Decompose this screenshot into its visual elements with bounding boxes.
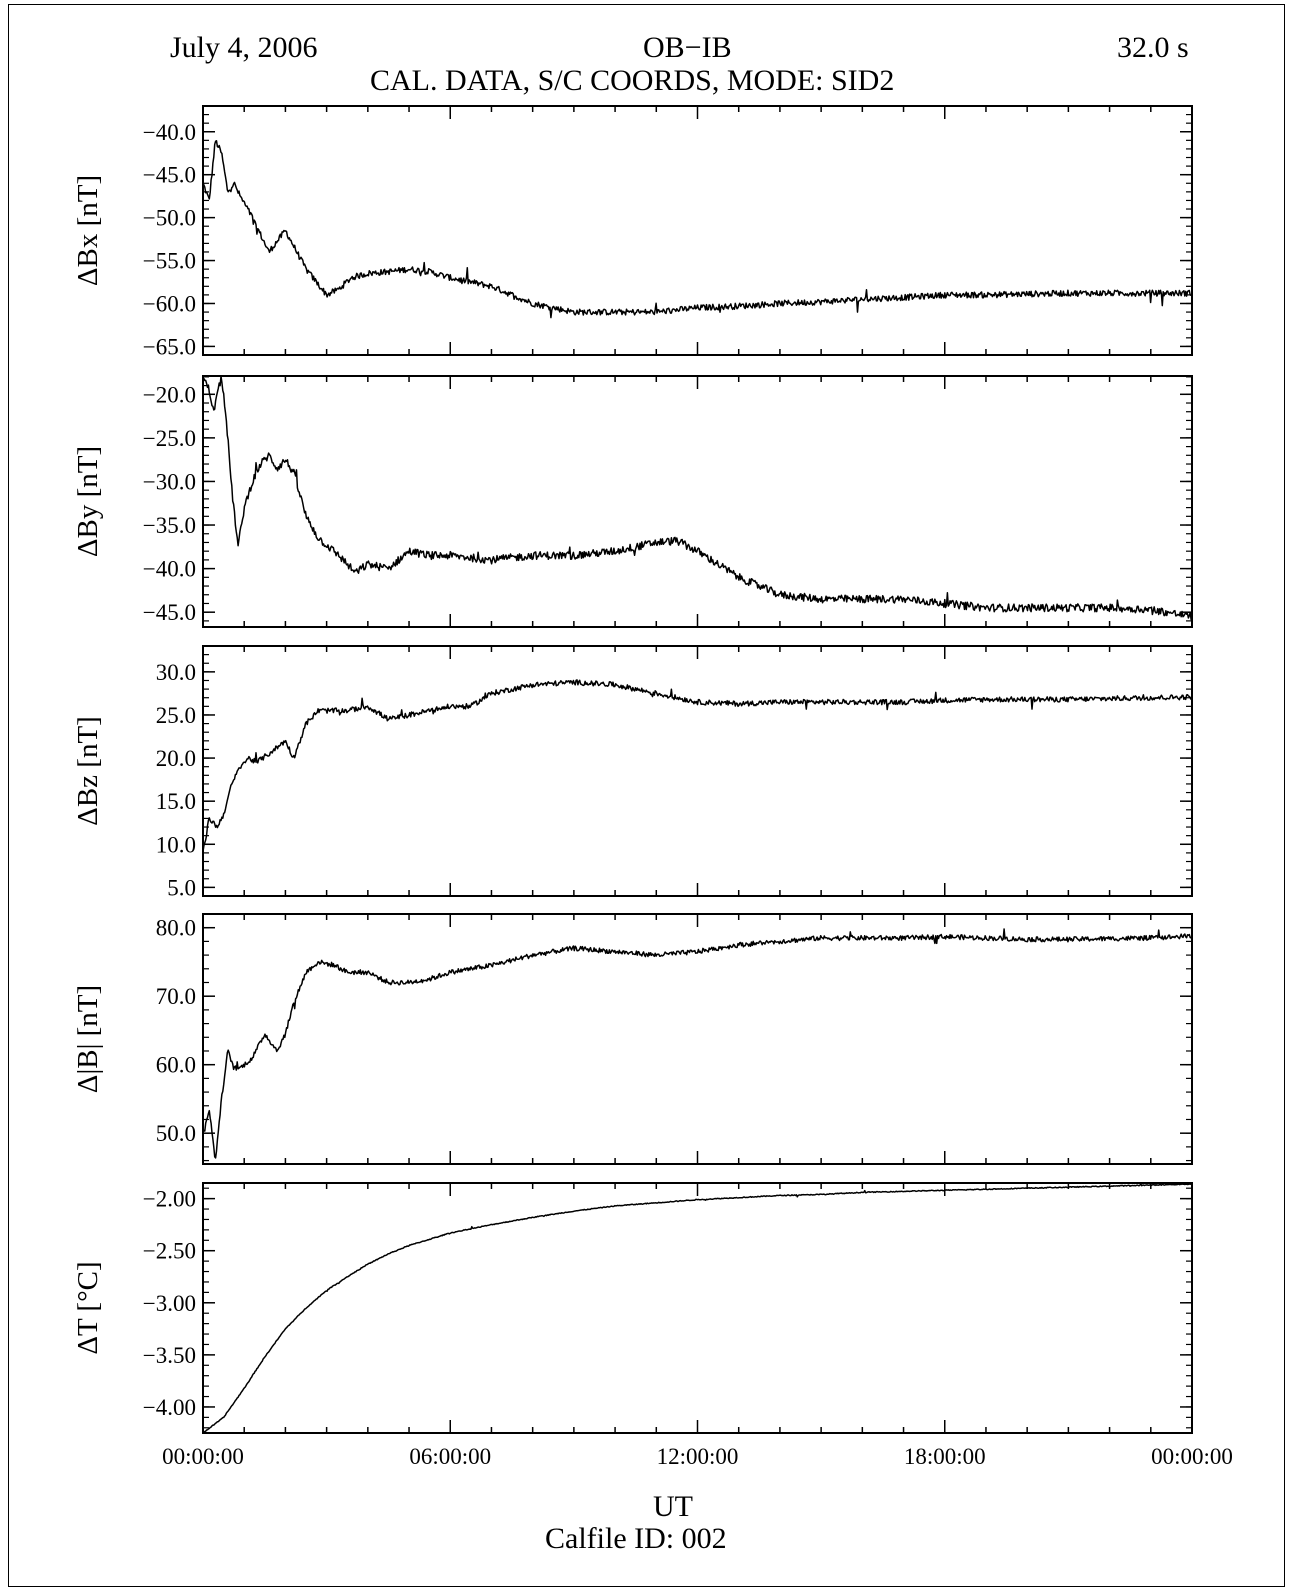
y-tick-label: 15.0 <box>156 789 196 814</box>
y-axis-label: ΔT [°C] <box>72 1261 104 1354</box>
y-tick-label: −55.0 <box>143 249 196 274</box>
y-tick-label: −65.0 <box>143 334 196 359</box>
series-line <box>202 140 1193 319</box>
series-line <box>202 928 1193 1159</box>
y-axis-label: Δ|B| [nT] <box>72 985 104 1093</box>
panel-5: −4.00 −3.50 −3.00 −2.50 −2.00 ΔT [°C] <box>72 1182 1193 1434</box>
figure-subtitle: CAL. DATA, S/C COORDS, MODE: SID2 <box>370 64 895 97</box>
plot-frame <box>202 105 1193 356</box>
y-tick-label: 70.0 <box>156 984 196 1009</box>
calfile-id: Calfile ID: 002 <box>545 1522 727 1555</box>
y-tick-label: −50.0 <box>143 206 196 231</box>
x-axis-label: UT <box>653 1490 693 1523</box>
plot-frame <box>202 1182 1193 1434</box>
x-tick-label: 06:00:00 <box>409 1444 491 1469</box>
panel-4: 50.0 60.0 70.0 80.0 Δ|B| [nT] <box>72 913 1193 1165</box>
panel-3: 5.0 10.0 15.0 20.0 25.0 30.0 ΔBz [nT] <box>72 645 1193 900</box>
figure-sample-rate: 32.0 s <box>1117 31 1189 64</box>
y-tick-label: 80.0 <box>156 916 196 941</box>
y-tick-label: 30.0 <box>156 660 196 685</box>
y-tick-label: 5.0 <box>167 875 196 900</box>
y-tick-label: −3.00 <box>143 1291 196 1316</box>
y-tick-label: −30.0 <box>143 469 196 494</box>
y-tick-label: −40.0 <box>143 557 196 582</box>
series-line <box>202 679 1193 852</box>
panel-1: −65.0 −60.0 −55.0 −50.0 −45.0 −40.0 ΔBx [nT] <box>72 105 1193 359</box>
figure-date: July 4, 2006 <box>170 31 318 64</box>
y-tick-label: −45.0 <box>143 163 196 188</box>
y-tick-label: −4.00 <box>143 1395 196 1420</box>
series-line <box>202 375 1192 621</box>
y-tick-label: −2.50 <box>143 1239 196 1264</box>
plot-frame <box>202 375 1193 628</box>
y-tick-label: −20.0 <box>143 382 196 407</box>
x-tick-label: 12:00:00 <box>657 1444 739 1469</box>
x-tick-label: 18:00:00 <box>904 1444 986 1469</box>
y-tick-label: −35.0 <box>143 513 196 538</box>
y-tick-label: 20.0 <box>156 746 196 771</box>
y-axis-label: ΔBy [nT] <box>72 446 104 557</box>
series-line <box>202 1183 1193 1434</box>
plot-frame <box>202 645 1193 897</box>
x-tick-label: 00:00:00 <box>1151 1444 1233 1469</box>
y-tick-label: 25.0 <box>156 703 196 728</box>
y-tick-label: −3.50 <box>143 1343 196 1368</box>
y-axis-label: ΔBx [nT] <box>72 175 104 286</box>
panel-2: −45.0 −40.0 −35.0 −30.0 −25.0 −20.0 ΔBy [nT] <box>72 375 1193 628</box>
y-tick-label: −45.0 <box>143 600 196 625</box>
x-tick-label: 00:00:00 <box>162 1444 244 1469</box>
y-tick-label: 50.0 <box>156 1121 196 1146</box>
y-tick-label: 60.0 <box>156 1053 196 1078</box>
y-tick-label: −2.00 <box>143 1187 196 1212</box>
figure-frame <box>8 4 1285 1587</box>
y-tick-label: −40.0 <box>143 120 196 145</box>
y-tick-label: −60.0 <box>143 291 196 316</box>
y-axis-label: ΔBz [nT] <box>72 716 104 826</box>
y-tick-label: 10.0 <box>156 832 196 857</box>
figure-sensor-label: OB−IB <box>643 31 732 64</box>
y-tick-label: −25.0 <box>143 426 196 451</box>
